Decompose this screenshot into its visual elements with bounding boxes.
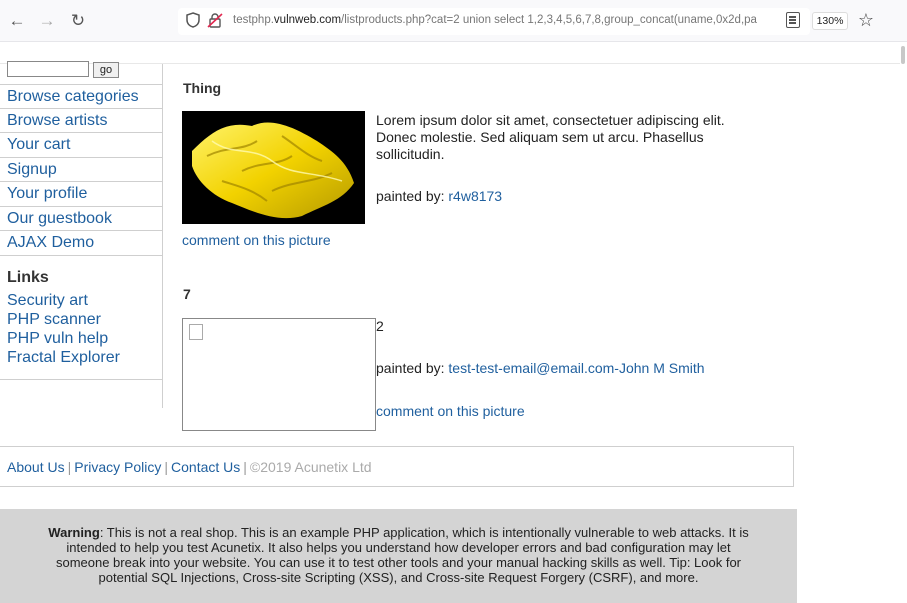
sidebar-item-your-cart[interactable]: Your cart [0, 133, 162, 158]
footer-about-link[interactable]: About Us [7, 459, 65, 475]
reader-view-icon[interactable] [786, 12, 800, 28]
fractal-image [192, 122, 354, 219]
artist-link[interactable]: test-test-email@email.com-John M Smith [448, 360, 705, 376]
search-input[interactable] [7, 61, 89, 77]
left-sidebar: go Browse categories Browse artists Your… [0, 61, 163, 408]
comment-link[interactable]: comment on this picture [182, 232, 331, 248]
copyright: ©2019 Acunetix Ltd [249, 459, 372, 475]
zoom-indicator[interactable]: 130% [812, 12, 848, 30]
footer-privacy-link[interactable]: Privacy Policy [74, 459, 162, 475]
broken-image-icon [189, 324, 203, 340]
product-thumbnail[interactable] [182, 111, 365, 224]
footer-contact-link[interactable]: Contact Us [171, 459, 241, 475]
reload-icon[interactable]: ↻ [70, 11, 86, 30]
product-description: 2 [376, 318, 384, 334]
scrollbar[interactable] [900, 42, 907, 603]
browser-toolbar: ← → ↻ testphp.vulnweb.com/listproducts.p… [0, 0, 907, 42]
sidebar-menu: Browse categories Browse artists Your ca… [0, 84, 162, 256]
product-title: 7 [183, 286, 191, 302]
link-php-vuln-help[interactable]: PHP vuln help [7, 330, 109, 347]
warning-banner: Warning: This is not a real shop. This i… [0, 509, 797, 603]
link-security-art[interactable]: Security art [7, 292, 88, 309]
links-list: Security art PHP scanner PHP vuln help F… [7, 291, 120, 367]
shield-icon[interactable] [184, 12, 202, 30]
link-php-scanner[interactable]: PHP scanner [7, 311, 101, 328]
link-fractal-explorer[interactable]: Fractal Explorer [7, 349, 120, 366]
back-arrow-icon[interactable]: ← [8, 11, 26, 30]
forward-arrow-icon[interactable]: → [38, 11, 56, 30]
warning-text: : This is not a real shop. This is an ex… [55, 525, 749, 585]
product-title: Thing [183, 80, 222, 96]
artist-link[interactable]: r4w8173 [448, 188, 503, 204]
sidebar-item-our-guestbook[interactable]: Our guestbook [0, 207, 162, 231]
insecure-lock-icon[interactable] [206, 12, 224, 30]
sidebar-item-your-profile[interactable]: Your profile [0, 182, 162, 207]
warning-label: Warning [48, 525, 100, 540]
sidebar-item-browse-artists[interactable]: Browse artists [0, 109, 162, 133]
sidebar-divider [0, 379, 162, 380]
product-description: Lorem ipsum dolor sit amet, consectetuer… [376, 112, 725, 162]
go-button[interactable]: go [93, 62, 119, 78]
page-top-strip [0, 42, 907, 64]
sidebar-item-ajax-demo[interactable]: AJAX Demo [0, 231, 162, 256]
painted-by: painted by: r4w8173 [376, 188, 503, 204]
bookmark-star-icon[interactable]: ☆ [857, 10, 875, 30]
comment-link[interactable]: comment on this picture [376, 403, 525, 419]
links-heading: Links [7, 269, 49, 286]
url-text[interactable]: testphp.vulnweb.com/listproducts.php?cat… [233, 14, 757, 26]
footer: About Us | Privacy Policy | Contact Us | ©2019… [0, 446, 794, 487]
painted-by: painted by: test-test-email@email.com-Jo… [376, 360, 705, 376]
address-bar[interactable]: testphp.vulnweb.com/listproducts.php?cat… [178, 8, 810, 35]
scrollbar-thumb[interactable] [901, 46, 905, 64]
sidebar-item-signup[interactable]: Signup [0, 158, 162, 182]
product-thumbnail-broken[interactable] [182, 318, 376, 431]
sidebar-item-browse-categories[interactable]: Browse categories [0, 84, 162, 109]
